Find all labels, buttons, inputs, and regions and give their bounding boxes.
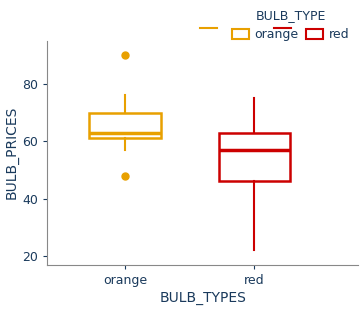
PathPatch shape <box>89 112 161 138</box>
Y-axis label: BULB_PRICES: BULB_PRICES <box>4 106 18 199</box>
X-axis label: BULB_TYPES: BULB_TYPES <box>159 291 246 305</box>
Legend: orange, red: orange, red <box>230 7 352 44</box>
PathPatch shape <box>219 133 290 181</box>
